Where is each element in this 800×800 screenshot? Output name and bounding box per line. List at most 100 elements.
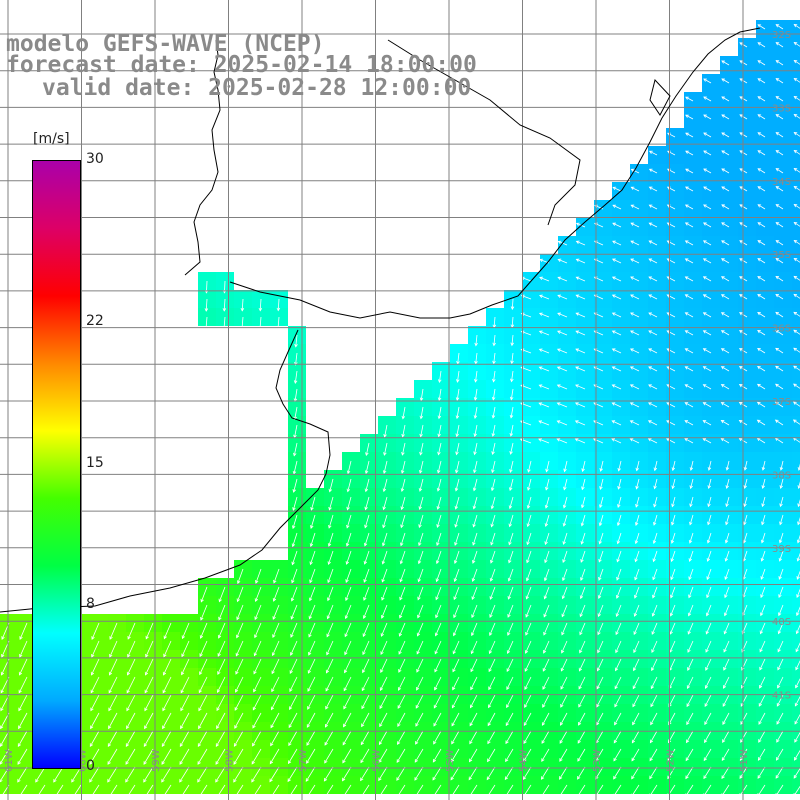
- wind-vector: [324, 730, 334, 746]
- wind-vector: [525, 622, 532, 636]
- wind-vector-head: [524, 686, 528, 690]
- wind-vector: [685, 348, 694, 354]
- wind-vector: [557, 402, 568, 408]
- wind-vector: [689, 550, 694, 562]
- wind-vector-head: [538, 366, 543, 370]
- wind-vector: [523, 730, 532, 744]
- longitude-label: 57W: [298, 749, 309, 772]
- wind-vector-head: [685, 186, 689, 190]
- wind-vector: [344, 622, 352, 637]
- wind-vector-head: [437, 379, 442, 384]
- wind-vector-head: [777, 648, 781, 653]
- wind-vector-head: [525, 613, 529, 618]
- wind-vector-head: [360, 741, 365, 746]
- wind-vector-head: [668, 739, 672, 744]
- wind-vector: [451, 730, 460, 744]
- wind-vector: [346, 532, 352, 547]
- wind-vector: [739, 60, 748, 66]
- wind-vector-head: [630, 168, 635, 172]
- wind-vector: [346, 550, 352, 565]
- wind-vector-head: [309, 579, 313, 584]
- wind-vector: [666, 366, 676, 372]
- wind-vector: [689, 514, 694, 525]
- wind-vector-head: [471, 578, 476, 582]
- wind-vector-head: [127, 635, 131, 640]
- wind-vector: [538, 420, 550, 426]
- wind-vector: [561, 640, 568, 654]
- wind-vector-head: [725, 485, 729, 489]
- wind-vector-head: [723, 630, 727, 635]
- wind-vector: [704, 712, 712, 725]
- wind-vector-head: [0, 725, 4, 730]
- wind-vector-head: [574, 438, 579, 442]
- wind-vector: [776, 712, 784, 725]
- wind-vector: [162, 676, 172, 693]
- wind-vector: [381, 586, 388, 601]
- wind-vector-head: [127, 654, 131, 658]
- wind-vector: [721, 186, 730, 192]
- wind-vector-head: [473, 433, 477, 438]
- wind-vector: [687, 622, 694, 635]
- wind-vector-head: [598, 558, 602, 563]
- wind-vector: [667, 784, 676, 797]
- wind-vector-head: [144, 707, 148, 712]
- wind-vector: [630, 348, 640, 354]
- wind-vector-head: [145, 653, 149, 658]
- wind-vector: [162, 694, 172, 711]
- wind-vector-head: [703, 132, 707, 136]
- wind-vector: [649, 186, 658, 192]
- wind-vector-head: [436, 542, 440, 547]
- wind-vector-head: [793, 59, 798, 64]
- wind-vector: [775, 60, 784, 66]
- wind-vector: [382, 532, 388, 546]
- wind-vector-head: [543, 577, 548, 582]
- wind-vector-head: [538, 438, 542, 442]
- wind-vector: [218, 622, 226, 639]
- wind-vector: [379, 712, 388, 727]
- wind-vector: [399, 604, 406, 619]
- wind-vector-head: [199, 671, 203, 676]
- wind-vector: [794, 696, 800, 707]
- wind-vector: [107, 730, 118, 747]
- wind-vector: [762, 478, 766, 489]
- wind-vector-head: [437, 469, 441, 474]
- wind-vector-head: [362, 651, 366, 656]
- wind-vector: [757, 114, 766, 120]
- wind-vector-head: [468, 794, 472, 799]
- wind-vector-head: [400, 506, 404, 511]
- wind-vector: [18, 712, 28, 729]
- wind-vector: [563, 478, 568, 490]
- wind-vector-head: [611, 348, 616, 352]
- wind-vector: [557, 330, 568, 336]
- wind-vector-head: [419, 415, 424, 420]
- wind-vector: [707, 550, 712, 562]
- wind-vector: [721, 276, 730, 282]
- wind-vector: [575, 312, 586, 318]
- wind-vector: [775, 294, 784, 300]
- longitude-label: 54W: [519, 749, 530, 772]
- wind-vector-head: [292, 488, 296, 493]
- wind-vector: [614, 712, 622, 725]
- wind-vector-head: [648, 204, 653, 208]
- wind-vector: [579, 658, 586, 671]
- wind-vector: [438, 406, 442, 419]
- wind-vector: [451, 748, 460, 762]
- wind-vector: [492, 388, 496, 400]
- wind-vector-head: [235, 670, 239, 675]
- wind-vector: [612, 348, 622, 354]
- wind-vector: [269, 766, 280, 782]
- wind-vector: [706, 586, 712, 598]
- wind-vector: [432, 784, 442, 799]
- wind-vector-head: [236, 616, 240, 621]
- wind-vector: [235, 658, 244, 675]
- wind-vector-head: [741, 630, 746, 635]
- wind-vector-head: [324, 723, 329, 728]
- wind-vector-head: [739, 60, 744, 64]
- wind-vector: [612, 276, 622, 282]
- wind-vector: [474, 406, 478, 419]
- wind-vector: [597, 622, 604, 635]
- wind-vector: [161, 748, 172, 765]
- wind-vector-head: [287, 796, 291, 800]
- wind-vector: [540, 784, 550, 798]
- wind-vector: [233, 748, 244, 765]
